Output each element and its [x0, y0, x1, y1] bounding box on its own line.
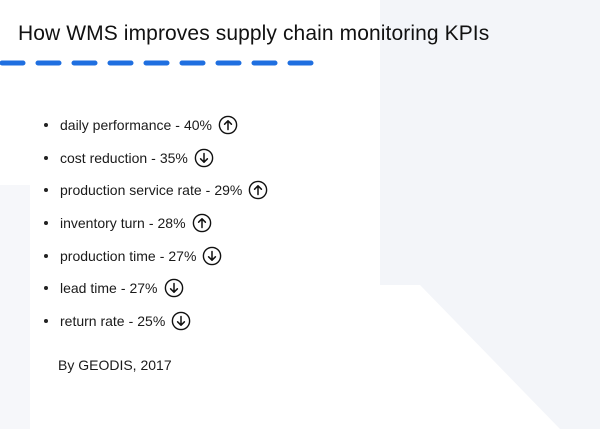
arrow-down-circle-icon: [203, 246, 222, 265]
bullet: [44, 318, 48, 323]
kpi-item-production-service-rate: production service rate - 29%: [42, 174, 268, 207]
kpi-separator: -: [128, 312, 134, 329]
kpi-label: cost reduction: [60, 149, 148, 166]
arrow-down-circle-icon: [194, 148, 214, 168]
bullet: [44, 221, 48, 226]
kpi-label: production time: [60, 247, 156, 264]
bullet: [44, 155, 48, 160]
kpi-item-production-time: production time - 27%: [42, 239, 268, 272]
kpi-separator: -: [159, 247, 165, 264]
kpi-separator: -: [151, 149, 156, 166]
kpi-separator: -: [120, 280, 126, 297]
kpi-label: production service rate: [60, 182, 202, 199]
arrow-down-circle-icon: [164, 278, 183, 298]
kpi-item-daily-performance: daily performance - 40%: [42, 109, 268, 142]
kpi-separator: -: [175, 117, 180, 134]
kpi-value: 29%: [214, 182, 243, 199]
kpi-label: lead time: [60, 280, 117, 297]
page-title: How WMS improves supply chain monitoring…: [18, 22, 490, 45]
kpi-label: inventory turn: [60, 215, 145, 232]
kpi-item-inventory-turn: inventory turn - 28%: [42, 207, 268, 240]
bullet: [44, 286, 48, 291]
arrow-up-circle-icon: [192, 213, 211, 233]
kpi-list: daily performance - 40% cost reduction -…: [42, 109, 268, 337]
kpi-value: 27%: [129, 280, 158, 297]
kpi-label: return rate: [60, 312, 125, 329]
kpi-value: 35%: [159, 149, 188, 166]
arrow-down-circle-icon: [171, 311, 191, 331]
arrow-up-circle-icon: [249, 181, 268, 200]
source-citation: By GEODIS, 2017: [58, 357, 172, 373]
kpi-label: daily performance: [60, 117, 172, 134]
bullet: [44, 253, 48, 258]
arrow-up-circle-icon: [218, 115, 238, 135]
kpi-item-cost-reduction: cost reduction - 35%: [42, 142, 268, 175]
kpi-item-lead-time: lead time - 27%: [42, 272, 268, 305]
kpi-item-return-rate: return rate - 25%: [42, 305, 268, 338]
kpi-value: 27%: [168, 247, 197, 264]
kpi-value: 25%: [137, 312, 166, 329]
kpi-value: 28%: [157, 215, 186, 232]
kpi-value: 40%: [183, 117, 212, 134]
kpi-separator: -: [205, 182, 211, 199]
kpi-separator: -: [148, 215, 154, 232]
bullet: [44, 188, 48, 193]
title-dashed-underline: [0, 60, 319, 66]
bullet: [44, 123, 48, 128]
